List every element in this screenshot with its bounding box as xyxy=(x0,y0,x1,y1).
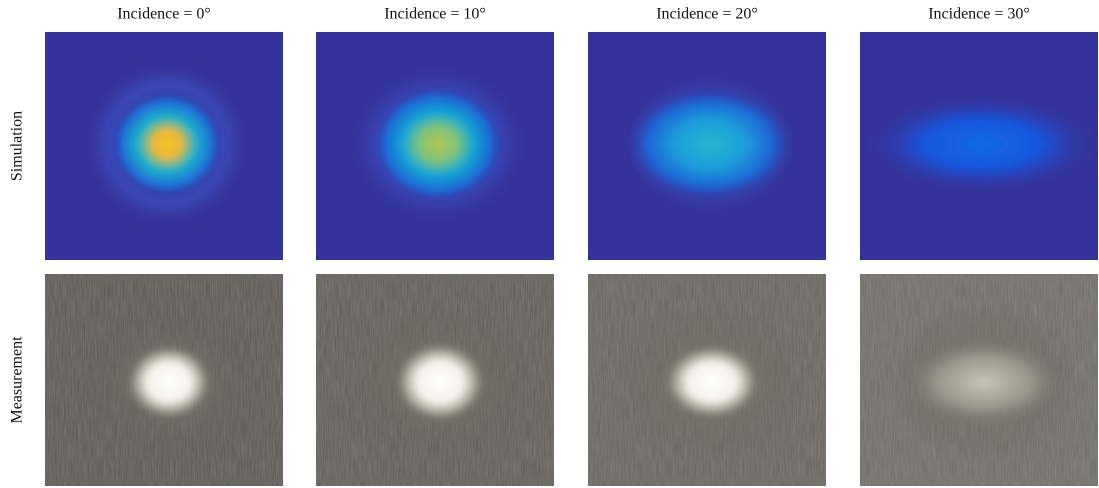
column-title: Incidence = 30° xyxy=(928,6,1030,23)
measurement-image xyxy=(588,274,826,486)
row-label: Simulation xyxy=(9,111,26,181)
beam-spot xyxy=(905,338,1063,426)
row-label: Measurement xyxy=(9,336,26,424)
column-title: Incidence = 10° xyxy=(384,6,486,23)
simulation-image xyxy=(588,32,826,260)
simulation-image xyxy=(316,32,554,260)
beam-spot xyxy=(663,344,761,420)
simulation-image xyxy=(45,32,283,260)
beam-spot xyxy=(373,87,503,201)
beam-spot xyxy=(125,344,213,420)
beam-spot xyxy=(394,341,486,423)
column-title: Incidence = 0° xyxy=(117,6,211,23)
beam-spot xyxy=(864,94,1099,194)
measurement-image xyxy=(45,274,283,486)
panels: Incidence = 0° Incidence = 10° Incidence =… xyxy=(9,6,1099,486)
measurement-image xyxy=(860,274,1098,486)
beam-spot xyxy=(110,90,224,198)
measurement-image xyxy=(316,274,554,486)
beam-spot xyxy=(626,87,794,201)
simulation-image xyxy=(860,32,1099,260)
column-title: Incidence = 20° xyxy=(656,6,758,23)
